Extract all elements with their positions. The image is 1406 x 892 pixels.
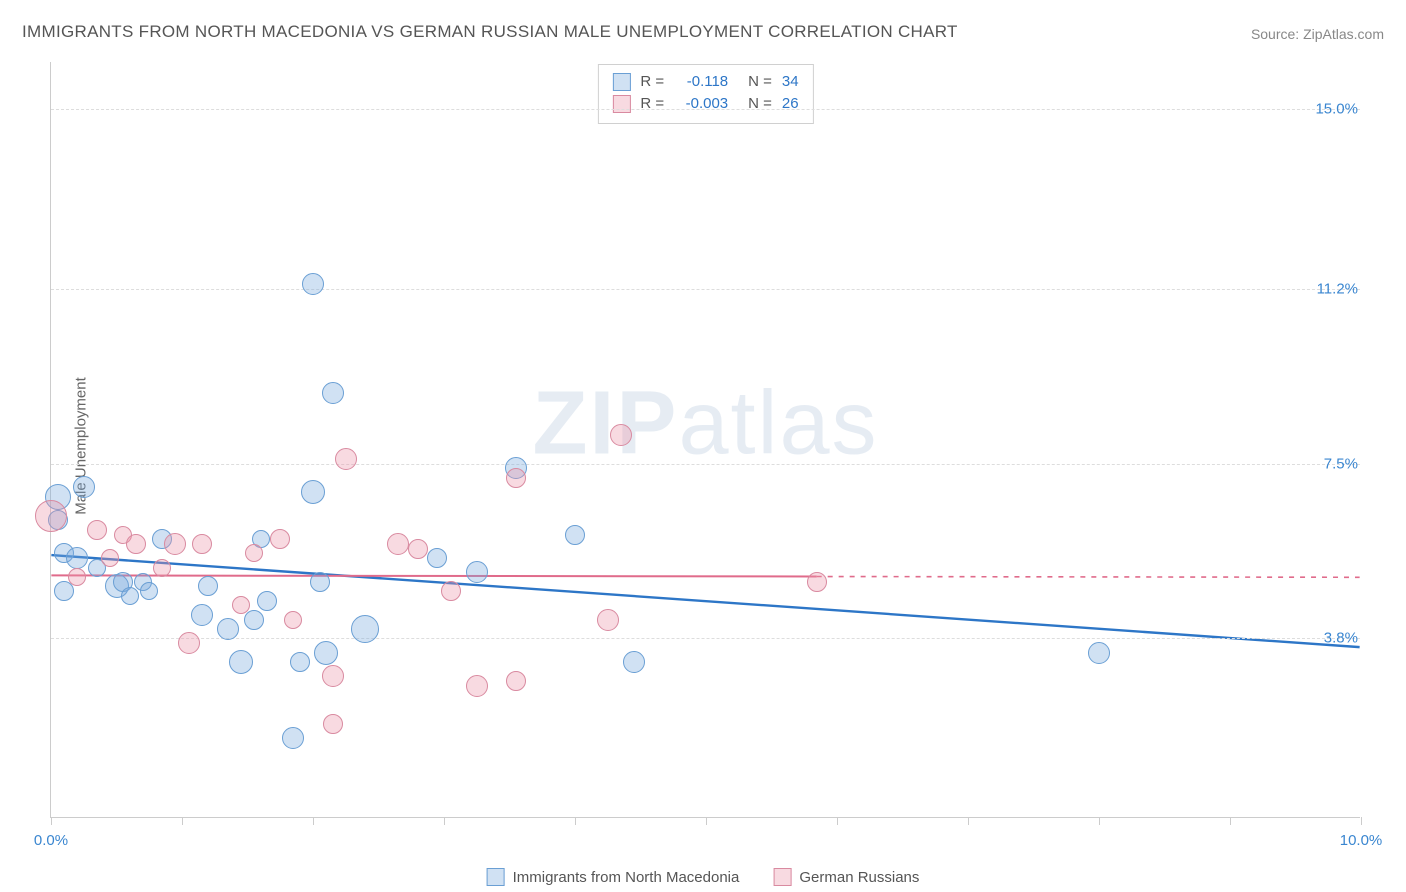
stats-r-value: -0.003 (674, 93, 728, 115)
data-point (301, 480, 325, 504)
x-tick (182, 817, 183, 825)
data-point (178, 632, 200, 654)
x-tick (837, 817, 838, 825)
legend-label: German Russians (799, 869, 919, 886)
data-point (506, 671, 526, 691)
gridline-h (51, 109, 1360, 110)
legend-swatch (487, 868, 505, 886)
data-point (126, 534, 146, 554)
x-tick-label: 10.0% (1340, 832, 1383, 849)
data-point (244, 610, 264, 630)
data-point (164, 533, 186, 555)
stats-n-value: 26 (782, 93, 799, 115)
data-point (441, 581, 461, 601)
data-point (335, 448, 357, 470)
data-point (66, 547, 88, 569)
data-point (427, 548, 447, 568)
stats-r-value: -0.118 (674, 71, 728, 93)
data-point (506, 468, 526, 488)
data-point (73, 476, 95, 498)
stats-box: R = -0.118 N = 34 R = -0.003 N = 26 (597, 64, 813, 124)
data-point (282, 727, 304, 749)
data-point (623, 651, 645, 673)
data-point (322, 382, 344, 404)
data-point (290, 652, 310, 672)
data-point (466, 561, 488, 583)
x-tick (444, 817, 445, 825)
data-point (565, 525, 585, 545)
data-point (68, 568, 86, 586)
data-point (257, 591, 277, 611)
x-tick-label: 0.0% (34, 832, 68, 849)
stats-row: R = -0.118 N = 34 (612, 71, 798, 93)
x-tick (1230, 817, 1231, 825)
data-point (87, 520, 107, 540)
x-tick (575, 817, 576, 825)
data-point (610, 424, 632, 446)
data-point (1088, 642, 1110, 664)
x-tick (706, 817, 707, 825)
data-point (217, 618, 239, 640)
data-point (597, 609, 619, 631)
data-point (245, 544, 263, 562)
stats-r-label: R = (640, 71, 664, 93)
stats-row: R = -0.003 N = 26 (612, 93, 798, 115)
gridline-h (51, 638, 1360, 639)
stats-n-label: N = (748, 93, 772, 115)
legend-item: Immigrants from North Macedonia (487, 868, 740, 886)
data-point (153, 559, 171, 577)
plot-area: ZIPatlas R =-0.118N =34R =-0.003N =26 3.… (50, 62, 1360, 818)
stats-n-label: N = (748, 71, 772, 93)
data-point (191, 604, 213, 626)
data-point (322, 665, 344, 687)
legend-bottom: Immigrants from North Macedonia German Ru… (487, 868, 920, 886)
data-point (302, 273, 324, 295)
legend-swatch (773, 868, 791, 886)
stats-n-value: 34 (782, 71, 799, 93)
y-tick-label: 15.0% (1315, 101, 1362, 118)
trend-lines (51, 62, 1360, 817)
stats-r-label: R = (640, 93, 664, 115)
data-point (232, 596, 250, 614)
legend-label: Immigrants from North Macedonia (513, 869, 740, 886)
data-point (807, 572, 827, 592)
data-point (198, 576, 218, 596)
data-point (408, 539, 428, 559)
gridline-h (51, 289, 1360, 290)
y-tick-label: 3.8% (1324, 630, 1362, 647)
data-point (35, 500, 67, 532)
data-point (101, 549, 119, 567)
data-point (284, 611, 302, 629)
data-point (351, 615, 379, 643)
gridline-h (51, 464, 1360, 465)
data-point (270, 529, 290, 549)
legend-swatch (612, 73, 630, 91)
data-point (314, 641, 338, 665)
data-point (387, 533, 409, 555)
data-point (323, 714, 343, 734)
source-label: Source: ZipAtlas.com (1251, 26, 1384, 42)
legend-item: German Russians (773, 868, 919, 886)
data-point (466, 675, 488, 697)
x-tick (1361, 817, 1362, 825)
data-point (229, 650, 253, 674)
legend-swatch (612, 95, 630, 113)
x-tick (313, 817, 314, 825)
y-tick-label: 7.5% (1324, 455, 1362, 472)
data-point (192, 534, 212, 554)
x-tick (1099, 817, 1100, 825)
x-tick (51, 817, 52, 825)
data-point (140, 582, 158, 600)
x-tick (968, 817, 969, 825)
data-point (310, 572, 330, 592)
chart-title: IMMIGRANTS FROM NORTH MACEDONIA VS GERMA… (22, 22, 958, 42)
data-point (121, 587, 139, 605)
y-tick-label: 11.2% (1317, 280, 1362, 297)
